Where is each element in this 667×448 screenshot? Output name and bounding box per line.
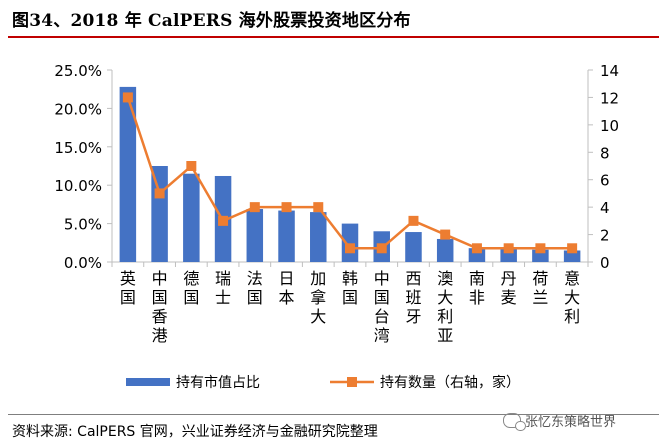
x-tick-label: 西班牙 [405, 269, 421, 326]
axes: 0.0% 5.0% 10.0% 15.0% 20.0% 25.0% 0 2 4 6 8 10 12 14 [54, 62, 619, 272]
bar [310, 212, 327, 262]
bar [246, 209, 264, 262]
right-tick-label: 6 [600, 172, 610, 190]
left-tick-label: 20.0% [54, 100, 102, 118]
right-tick-label: 8 [600, 144, 610, 162]
watermark-text: 张忆东策略世界 [525, 415, 617, 430]
right-tick-label: 2 [600, 227, 610, 245]
left-tick-label: 25.0% [54, 62, 102, 80]
line-point [471, 243, 482, 254]
line-point [345, 243, 355, 254]
x-tick-label: 南非 [469, 269, 485, 307]
x-tick-label: 意大利 [564, 269, 580, 326]
line-point [186, 161, 197, 171]
line-point [535, 243, 546, 254]
bar [436, 238, 454, 262]
bar [278, 210, 295, 262]
x-tick-label: 德国 [183, 269, 199, 307]
footer-rule [8, 414, 659, 415]
x-tick-label: 韩国 [342, 269, 358, 307]
bar [405, 232, 422, 262]
line-series [122, 92, 578, 254]
line-point [376, 243, 387, 254]
bar [119, 86, 137, 262]
legend-line-marker [347, 377, 357, 387]
watermark: 张忆东策略世界 [503, 411, 617, 431]
legend-bar-label: 持有市值占比 [176, 374, 260, 391]
line-point [218, 215, 229, 226]
wechat-icon [503, 413, 526, 431]
left-tick-label: 0.0% [64, 254, 102, 272]
source-note: 资料来源: CalPERS 官网，兴业证券经济与金融研究院整理 [12, 424, 378, 440]
left-tick-label: 5.0% [64, 216, 102, 234]
right-tick-label: 14 [600, 62, 619, 80]
right-tick-label: 0 [600, 254, 610, 272]
left-tick-label: 10.0% [54, 177, 102, 195]
legend-bar-swatch [126, 378, 170, 386]
bar [151, 166, 168, 262]
x-tick-label: 日本 [279, 269, 295, 307]
x-tick-label: 瑞士 [215, 269, 231, 307]
legend-line-label: 持有数量（右轴，家） [380, 374, 520, 391]
x-tick-label: 丹麦 [501, 269, 517, 307]
x-tick-label: 中国香港 [152, 269, 168, 345]
line-point [408, 215, 419, 226]
bar [563, 250, 581, 262]
x-tick-label: 中国台湾 [374, 269, 390, 345]
x-tick-label: 加拿大 [310, 269, 326, 326]
line-point [313, 202, 324, 213]
chart-svg: 0.0%5.0%10.0%15.0%20.0%25.0%02468101214 … [54, 62, 619, 391]
right-tick-label: 4 [600, 199, 610, 217]
chart-title: 图34、2018 年 CalPERS 海外股票投资地区分布 [12, 11, 411, 31]
line-point [249, 202, 260, 213]
line-point [281, 202, 292, 213]
line-point [154, 188, 165, 199]
line-point [122, 92, 133, 103]
line-point [503, 243, 514, 254]
bar [183, 173, 200, 262]
x-tick-label: 荷兰 [532, 269, 548, 307]
line-point [440, 229, 451, 240]
right-tick-label: 10 [600, 117, 619, 135]
legend: 持有市值占比 持有数量（右轴，家） [126, 374, 520, 391]
x-tick-label: 法国 [247, 269, 263, 307]
title-rule [8, 36, 659, 38]
bar-series [119, 86, 581, 262]
line-point [567, 243, 578, 254]
x-tick-label: 英国 [120, 269, 136, 307]
x-tick-label: 澳大利亚 [437, 269, 453, 345]
left-tick-label: 15.0% [54, 139, 102, 157]
right-tick-label: 12 [600, 89, 619, 107]
